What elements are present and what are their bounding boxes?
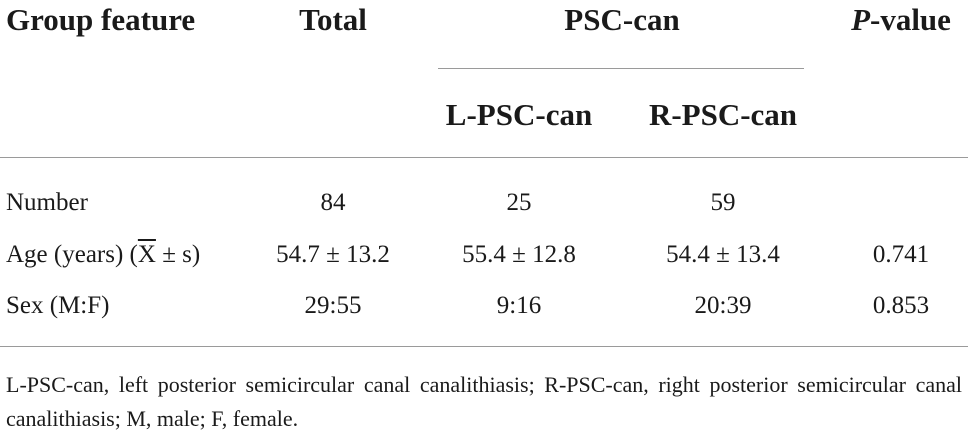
l-psc-can-cell: 55.4 ± 12.8 xyxy=(462,241,576,268)
row-label-pre: Age (years) ( xyxy=(6,241,138,268)
r-psc-can-cell: 59 xyxy=(710,189,736,216)
row-label: Sex (M:F) xyxy=(6,292,110,319)
header-group-feature: Group feature xyxy=(6,2,196,37)
header-rule xyxy=(0,157,968,158)
psc-can-spanner-rule xyxy=(438,68,804,69)
l-psc-can-cell: 9:16 xyxy=(496,292,542,319)
table-bottom-rule xyxy=(0,346,968,347)
row-label-post: ± s) xyxy=(155,241,201,268)
header-l-psc-can: L-PSC-can xyxy=(445,97,593,132)
l-psc-can-cell: 25 xyxy=(506,189,532,216)
header-r-psc-can: R-PSC-can xyxy=(648,97,798,132)
total-cell: 29:55 xyxy=(304,292,362,319)
total-cell: 54.7 ± 13.2 xyxy=(276,241,390,268)
header-psc-can: PSC-can xyxy=(564,2,680,37)
mean-symbol: X xyxy=(137,241,156,268)
row-label: Age (years) (X ± s) xyxy=(6,242,200,267)
p-value-cell: 0.741 xyxy=(872,241,930,268)
header-p-suffix: -value xyxy=(870,2,951,37)
header-p-value: P-value xyxy=(851,4,951,35)
r-psc-can-cell: 54.4 ± 13.4 xyxy=(666,241,780,268)
header-p-letter: P xyxy=(851,2,870,37)
total-cell: 84 xyxy=(320,189,346,216)
r-psc-can-cell: 20:39 xyxy=(694,292,752,319)
p-value-cell: 0.853 xyxy=(872,292,930,319)
row-label: Number xyxy=(6,189,88,216)
header-total: Total xyxy=(299,2,367,37)
table-footnote: L-PSC-can, left posterior semicircular c… xyxy=(6,372,962,431)
